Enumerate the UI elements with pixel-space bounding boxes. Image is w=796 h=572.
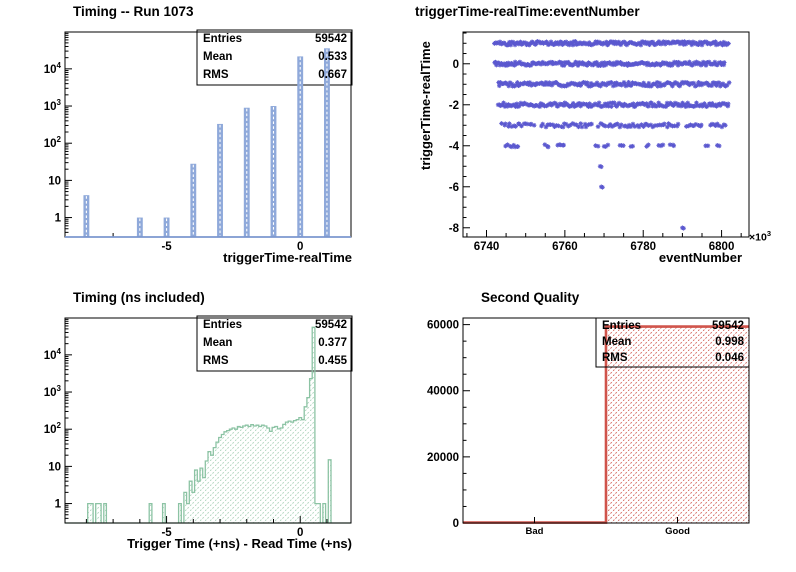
y-tick-label: 1 bbox=[55, 499, 62, 511]
stats-label: Mean bbox=[602, 335, 632, 348]
x-axis-title: triggerTime-realTime bbox=[223, 250, 352, 265]
y-tick-label: 1 bbox=[55, 213, 62, 225]
y-tick-label: 20000 bbox=[427, 452, 459, 464]
stats-value: 0.533 bbox=[318, 50, 347, 63]
y-axis-ticks: -8 -6 -4 -2 0 bbox=[449, 32, 470, 235]
y-tick-label: 0 bbox=[453, 518, 459, 530]
stats-value: 59542 bbox=[315, 33, 347, 46]
stats-value: 0.667 bbox=[318, 68, 347, 81]
x-category-label: Good bbox=[665, 526, 690, 537]
timing-ns-chart: -5 0 1 10 102 103 104 bbox=[44, 315, 353, 539]
x-category-label: Bad bbox=[526, 526, 544, 537]
x-tick-label: 6760 bbox=[552, 241, 578, 253]
y-tick-label: -6 bbox=[449, 182, 459, 194]
stats-row: Entries 59542 bbox=[197, 318, 352, 333]
histogram-bar bbox=[163, 217, 170, 237]
y-tick-label: 60000 bbox=[427, 320, 459, 332]
x-axis-title: Trigger Time (+ns) - Read Time (+ns) bbox=[127, 536, 352, 551]
y-axis-ticks: 1 10 102 103 104 bbox=[44, 32, 72, 238]
stats-value: 0.377 bbox=[318, 336, 347, 349]
second-quality-chart: 0 20000 40000 60000 Bad Good bbox=[427, 317, 750, 537]
stats-box: Entries 59542 Mean 0.998 RMS 0.046 bbox=[596, 318, 749, 367]
y-tick-label: 104 bbox=[44, 61, 62, 76]
stats-label: Entries bbox=[602, 320, 641, 333]
panel-title: triggerTime-realTime:eventNumber bbox=[415, 4, 640, 19]
stats-box: Entries 59542 Mean 0.377 RMS 0.455 bbox=[197, 316, 352, 371]
plot-frame bbox=[462, 31, 750, 238]
x-tick-label: 0 bbox=[297, 241, 303, 253]
y-tick-label: -2 bbox=[449, 100, 459, 112]
stats-row: Entries 59542 bbox=[596, 319, 749, 334]
y-tick-label: 103 bbox=[44, 384, 62, 399]
stats-label: Entries bbox=[203, 33, 242, 46]
stats-label: Mean bbox=[203, 336, 233, 349]
histogram-step bbox=[65, 326, 351, 524]
stats-label: Entries bbox=[203, 319, 242, 332]
panel-title: Timing (ns included) bbox=[73, 290, 205, 305]
histogram-bar bbox=[297, 56, 304, 237]
scatter-chart: 6740 6760 6780 6800 -8 -6 -4 -2 0 bbox=[449, 31, 750, 253]
panel-second-quality: 0 20000 40000 60000 Bad Good Second Quality E… bbox=[398, 286, 796, 572]
x-axis-ticks: 6740 6760 6780 6800 bbox=[466, 230, 742, 253]
y-tick-label: 102 bbox=[44, 135, 62, 150]
y-tick-label: 103 bbox=[44, 98, 62, 113]
stats-box-rect bbox=[196, 315, 353, 372]
x-tick-label: 6800 bbox=[709, 241, 735, 253]
x-axis-title: eventNumber bbox=[658, 250, 742, 265]
stats-row: RMS 0.667 bbox=[197, 68, 352, 83]
x-tick-label: -5 bbox=[161, 241, 172, 253]
y-axis-title: triggerTime-realTime bbox=[418, 41, 433, 170]
exponent-power: 3 bbox=[766, 229, 771, 238]
y-tick-label: 10 bbox=[48, 461, 61, 473]
stats-value: 0.455 bbox=[318, 354, 347, 367]
stats-value: 59542 bbox=[315, 319, 347, 332]
panel-timing-run1073: -5 0 1 10 102 103 104 Timing -- Run 1073 trigg… bbox=[0, 0, 398, 286]
y-tick-label: 102 bbox=[44, 421, 62, 436]
stats-label: RMS bbox=[203, 68, 229, 81]
panel-timing-ns: -5 0 1 10 102 103 104 Timing (ns included) Tri… bbox=[0, 286, 398, 572]
stats-label: RMS bbox=[602, 351, 628, 364]
y-axis-ticks: 0 20000 40000 60000 bbox=[427, 320, 470, 530]
stats-value: 0.998 bbox=[715, 335, 744, 348]
stats-value: 59542 bbox=[712, 320, 744, 333]
plot-frame bbox=[462, 317, 750, 524]
y-tick-label: 104 bbox=[44, 347, 62, 362]
stats-value: 0.046 bbox=[715, 351, 744, 364]
exponent-base: ×10 bbox=[749, 231, 767, 244]
y-tick-label: 0 bbox=[453, 59, 459, 71]
panel-title: Timing -- Run 1073 bbox=[73, 4, 194, 19]
x-axis-ticks: Bad Good bbox=[526, 517, 690, 537]
stats-row: Mean 0.998 bbox=[596, 335, 749, 350]
y-tick-label: -4 bbox=[449, 141, 460, 153]
timing-run1073-chart: -5 0 1 10 102 103 104 bbox=[44, 29, 353, 253]
histogram-bars bbox=[83, 48, 330, 238]
panel-title: Second Quality bbox=[481, 290, 580, 305]
x-tick-label: 6740 bbox=[474, 241, 500, 253]
scatter-markers bbox=[491, 38, 732, 232]
axis-exponent-label: ×103 bbox=[749, 229, 771, 244]
y-tick-label: 10 bbox=[48, 175, 61, 187]
stats-box: Entries 59542 Mean 0.533 RMS 0.667 bbox=[197, 30, 352, 85]
y-tick-label: -8 bbox=[449, 223, 460, 235]
plot-frame bbox=[64, 317, 352, 524]
x-tick-label: 6780 bbox=[630, 241, 656, 253]
histogram-bar bbox=[217, 123, 223, 237]
x-axis-ticks: -5 0 bbox=[85, 516, 328, 539]
stats-row: Entries 59542 bbox=[197, 32, 352, 47]
histogram-bar bbox=[136, 217, 143, 237]
y-axis-ticks: 1 10 102 103 104 bbox=[44, 318, 72, 524]
stats-label: RMS bbox=[203, 354, 229, 367]
y-tick-label: 40000 bbox=[427, 386, 459, 398]
panel-scatter-eventnumber: 6740 6760 6780 6800 -8 -6 -4 -2 0 triggerTime-re… bbox=[398, 0, 796, 286]
x-tick-label: -5 bbox=[161, 527, 172, 539]
stats-row: Mean 0.377 bbox=[197, 336, 352, 351]
stats-row: RMS 0.455 bbox=[197, 354, 352, 369]
stats-row: RMS 0.046 bbox=[596, 351, 749, 366]
x-tick-label: 0 bbox=[297, 527, 303, 539]
stats-row: Mean 0.533 bbox=[197, 50, 352, 65]
stats-label: Mean bbox=[203, 50, 233, 63]
